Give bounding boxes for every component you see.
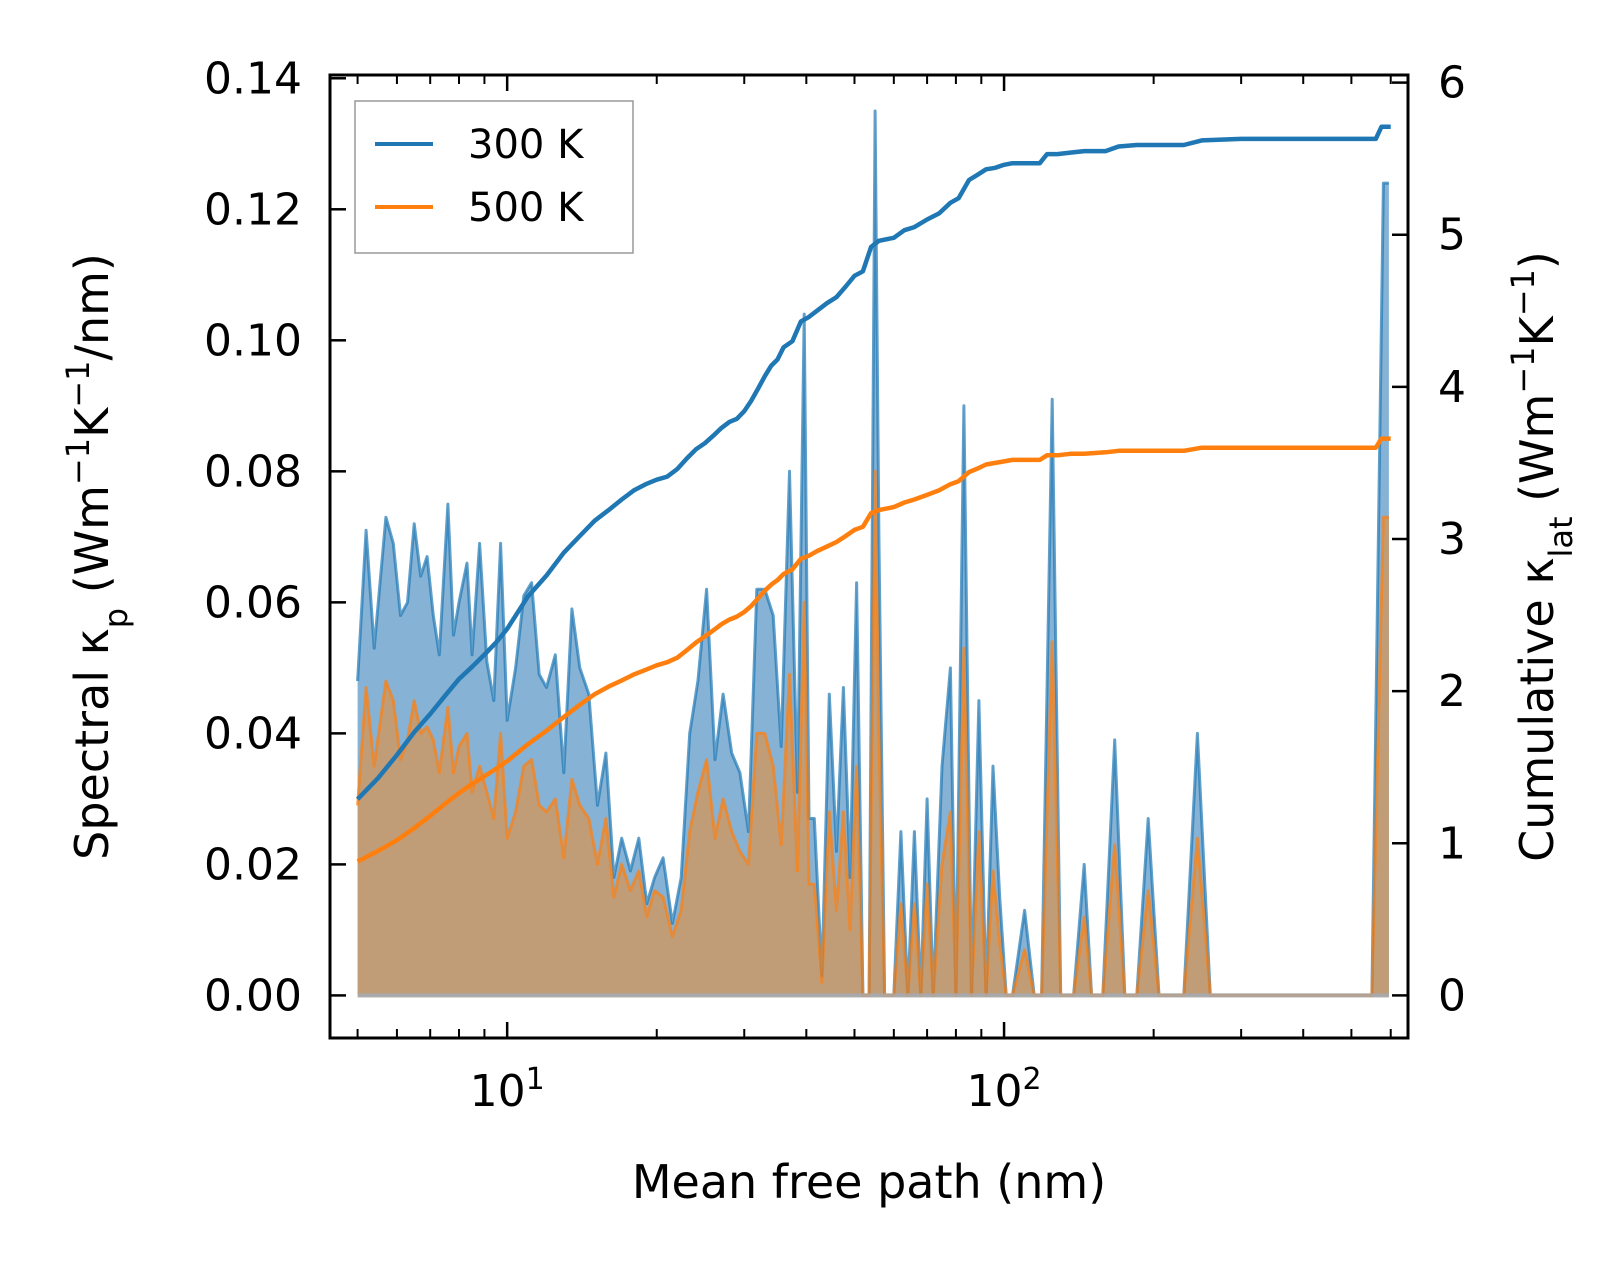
y-right-tick-label: 1 xyxy=(1438,818,1466,869)
y-left-tick-label: 0.10 xyxy=(204,315,302,366)
y-right-tick-label: 4 xyxy=(1438,362,1466,413)
y-axis-right-title: Cumulative κlat (Wm−1K−1) xyxy=(1504,251,1580,862)
y-right-unit-open: (Wm xyxy=(1510,394,1564,517)
cumulative-line-500k xyxy=(356,436,1391,864)
legend: 300 K 500 K xyxy=(354,100,634,254)
spectral-line-300k xyxy=(356,109,1389,997)
y-left-unit-open: (Wm xyxy=(65,485,119,608)
legend-label-500k: 500 K xyxy=(468,185,585,231)
spectral-line-layer xyxy=(356,109,1389,998)
y-left-sup2: −1 xyxy=(59,361,97,408)
y-left-tick-label: 0.08 xyxy=(204,446,302,497)
y-right-tick-label: 3 xyxy=(1438,514,1466,565)
y-left-mid: K xyxy=(65,406,119,438)
x-tick-exponent: 2 xyxy=(1023,1062,1042,1097)
y-right-main: Cumulative κ xyxy=(1510,558,1564,862)
y-right-mid: K xyxy=(1510,314,1564,346)
cumulative-line-300k xyxy=(355,124,1391,801)
y-left-sub: p xyxy=(97,608,135,628)
y-right-sup1: −1 xyxy=(1504,346,1542,393)
y-right-sub: lat xyxy=(1542,517,1580,558)
legend-box xyxy=(354,100,634,254)
y-right-unit-close: ) xyxy=(1510,251,1564,269)
y-right-sup2: −1 xyxy=(1504,269,1542,316)
x-axis-title: Mean free path (nm) xyxy=(632,1155,1106,1209)
x-tick-label: 101 xyxy=(470,1062,545,1118)
y-axis-left-title: Spectral κp (Wm−1K−1/nm) xyxy=(59,253,135,860)
x-tick-base: 10 xyxy=(967,1066,1023,1117)
x-tick-label: 102 xyxy=(967,1062,1042,1118)
y-left-main: Spectral κ xyxy=(65,628,119,860)
legend-label-300k: 300 K xyxy=(468,122,585,168)
y-left-sup1: −1 xyxy=(59,438,97,485)
tick-label-layer: 0.00 0.02 0.04 0.06 0.08 0.10 0.12 0.14 0 1 2 3 4 5 6 1… xyxy=(204,53,1466,1117)
y-left-tick-label: 0.14 xyxy=(204,53,302,104)
x-tick-base: 10 xyxy=(470,1066,526,1117)
y-left-unit-close: /nm) xyxy=(65,253,119,360)
y-left-tick-label: 0.06 xyxy=(204,577,302,628)
y-left-tick-label: 0.02 xyxy=(204,839,302,890)
y-right-tick-label: 2 xyxy=(1438,666,1466,717)
y-left-tick-label: 0.00 xyxy=(204,970,302,1021)
y-right-tick-label: 5 xyxy=(1438,210,1466,261)
plot-frame xyxy=(328,73,1410,1040)
cumulative-line-layer xyxy=(355,124,1391,864)
y-left-tick-label: 0.12 xyxy=(204,184,302,235)
spectral-line-500k xyxy=(356,469,1389,997)
y-right-tick-label: 6 xyxy=(1438,58,1466,109)
y-right-tick-label: 0 xyxy=(1438,970,1466,1021)
x-tick-exponent: 1 xyxy=(526,1062,545,1097)
y-left-tick-label: 0.04 xyxy=(204,708,302,759)
